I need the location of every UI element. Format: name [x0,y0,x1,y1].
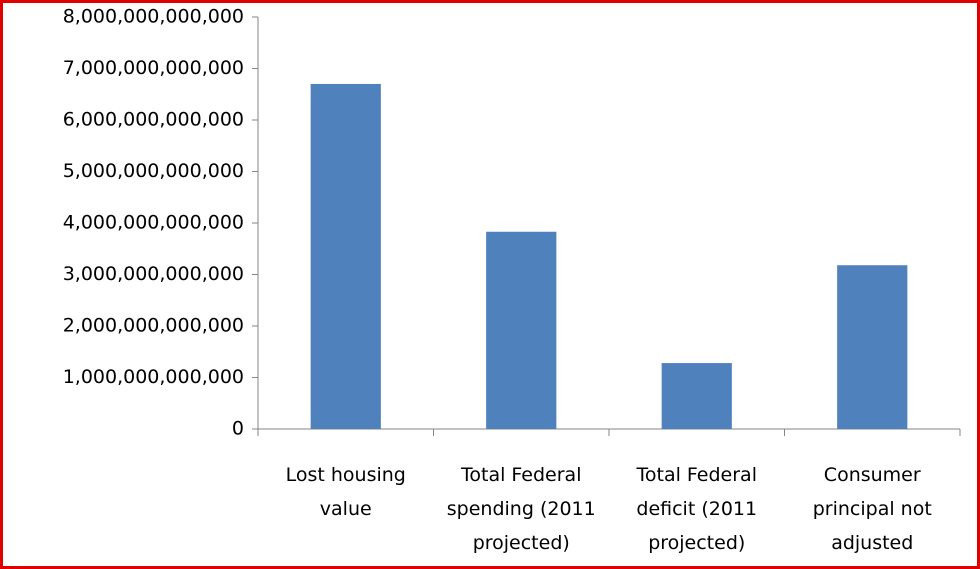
bar [837,265,908,429]
x-tick-label: Total Federal spending (2011 projected) [446,464,596,554]
y-tick-label: 5,000,000,000,000 [63,160,244,182]
bar [310,83,381,429]
x-tick-label: Total Federal deficit (2011 projected) [636,464,758,554]
y-tick-label: 0 [232,418,244,440]
y-tick-label: 2,000,000,000,000 [63,315,244,337]
x-tick-label: Lost housing value [285,464,406,520]
y-tick-label: 7,000,000,000,000 [63,57,244,79]
y-tick-label: 8,000,000,000,000 [63,6,244,28]
y-tick-label: 1,000,000,000,000 [63,366,244,388]
y-tick-label: 4,000,000,000,000 [63,212,244,234]
y-tick-label: 3,000,000,000,000 [63,263,244,285]
y-tick-label: 6,000,000,000,000 [63,109,244,131]
bar [661,363,732,429]
x-tick-label: Consumer principal not adjusted [812,464,932,554]
bar [486,231,557,429]
